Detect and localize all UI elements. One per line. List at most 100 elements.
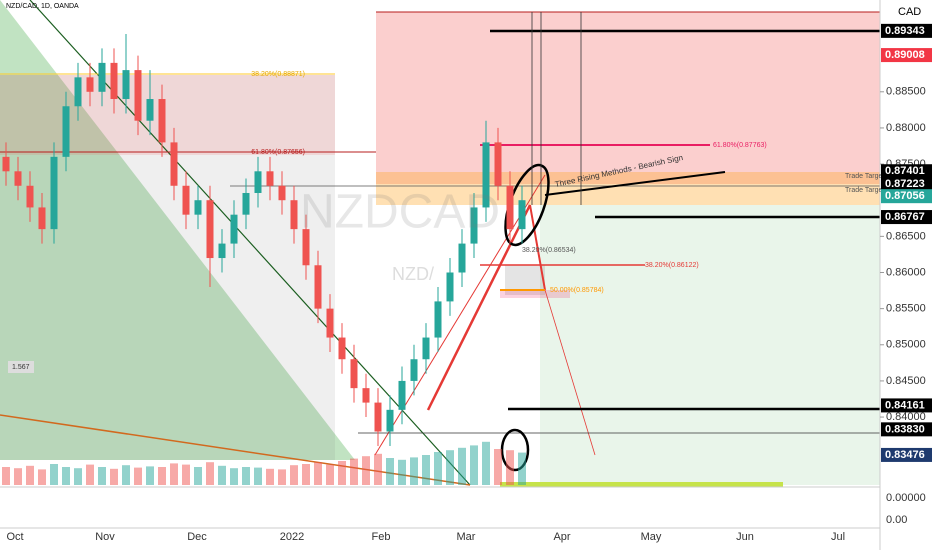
volume-bar [494, 449, 502, 485]
volume-bar [146, 466, 154, 485]
volume-bar [110, 468, 118, 485]
x-tick-label: Nov [95, 531, 115, 543]
candle-body [86, 77, 94, 92]
price-label-box [881, 447, 932, 462]
y-tick-label: 0.86500 [886, 230, 926, 242]
candle-body [446, 272, 454, 302]
candle-body [134, 70, 142, 121]
volume-bar [374, 453, 382, 485]
volume-bar [482, 441, 490, 485]
candle-body [302, 229, 310, 266]
label-box [8, 361, 34, 373]
currency: CAD [898, 6, 921, 18]
candle-body [398, 380, 406, 410]
volume-bar [386, 458, 394, 485]
y-tick-label: 0.88000 [886, 122, 926, 134]
projection [544, 289, 596, 456]
candle-body [62, 106, 70, 157]
candle-body [362, 388, 370, 403]
chart-title: NZD/CAD, 1D, OANDA [6, 3, 79, 10]
volume-bar [86, 464, 94, 485]
volume-bar [326, 464, 334, 485]
y-tick-label: 0.88500 [886, 86, 926, 98]
volume-bar [254, 467, 262, 485]
volume-bar [410, 457, 418, 485]
price-label: 0.89343 [885, 25, 925, 37]
annotation: 1.567 [12, 364, 30, 371]
red-zone-left [0, 75, 335, 155]
candle-body [110, 62, 118, 100]
volume-bar [302, 464, 310, 485]
price-label-box [881, 210, 932, 225]
volume-bar [98, 467, 106, 485]
price-label: 0.89008 [885, 49, 925, 61]
price-label-box [881, 48, 932, 63]
volume-bar [362, 456, 370, 485]
candle-body [482, 142, 490, 208]
candle-body [230, 214, 238, 244]
x-tick-label: Mar [457, 531, 476, 543]
candle-body [518, 200, 526, 230]
candle-body [122, 70, 130, 100]
candle-body [50, 156, 58, 230]
volume-bar [278, 469, 286, 485]
price-label: 0.87056 [885, 190, 925, 202]
candle-body [290, 200, 298, 230]
volume-bar [26, 465, 34, 485]
candle-body [434, 301, 442, 338]
price-label: 0.86767 [885, 211, 925, 223]
volume-bar [38, 469, 46, 485]
y-tick-label: 0.85500 [886, 303, 926, 315]
price-label-box [881, 422, 932, 437]
volume-bar [338, 461, 346, 485]
volume-bar [398, 459, 406, 485]
annotation: 38.20%(0.86534) [522, 247, 576, 254]
bottom-bar [500, 482, 783, 487]
annotation: Trade Target [845, 173, 884, 180]
candle-body [506, 185, 514, 230]
candle-body [194, 200, 202, 215]
candle-body [98, 62, 106, 92]
candle-body [2, 156, 10, 172]
candle-body [14, 171, 22, 186]
candle-body [374, 402, 382, 432]
price-label: 0.87223 [885, 178, 925, 190]
volume-bar [446, 450, 454, 485]
volume-bar [230, 468, 238, 485]
candle-body [206, 200, 214, 259]
candle-body [350, 359, 358, 389]
annotation: 61.80%(0.87763) [713, 142, 767, 149]
x-tick-label: Feb [372, 531, 391, 543]
volume-bar [506, 450, 514, 485]
x-tick-label: Apr [553, 531, 570, 543]
volume-bar [74, 468, 82, 485]
price-label-box [881, 189, 932, 204]
candle-body [422, 337, 430, 360]
candle-body [314, 265, 322, 309]
arrow [544, 171, 726, 196]
volume-bar [134, 467, 142, 485]
price-label-box [881, 177, 932, 192]
y-tick-label: 0.85000 [886, 339, 926, 351]
green-zone-right [540, 205, 880, 485]
target-zone [376, 172, 880, 205]
candle-body [38, 207, 46, 230]
x-tick-label: May [641, 531, 662, 543]
candle-body [74, 77, 82, 107]
pink-box [500, 290, 570, 298]
volume-bar [350, 458, 358, 485]
volume-bar [182, 464, 190, 485]
volume-bar [470, 445, 478, 485]
candle-body [494, 142, 502, 186]
candle-body [26, 185, 34, 208]
volume-bar [194, 467, 202, 485]
volume-bar [2, 467, 10, 485]
gray-zone [0, 75, 335, 460]
volume-bar [518, 452, 526, 485]
price-label: 0.83830 [885, 423, 925, 435]
volume-bar [290, 465, 298, 485]
green-zone [0, 0, 355, 460]
candle-body [470, 207, 478, 244]
volume-bar [218, 465, 226, 485]
candle-body [158, 99, 166, 143]
